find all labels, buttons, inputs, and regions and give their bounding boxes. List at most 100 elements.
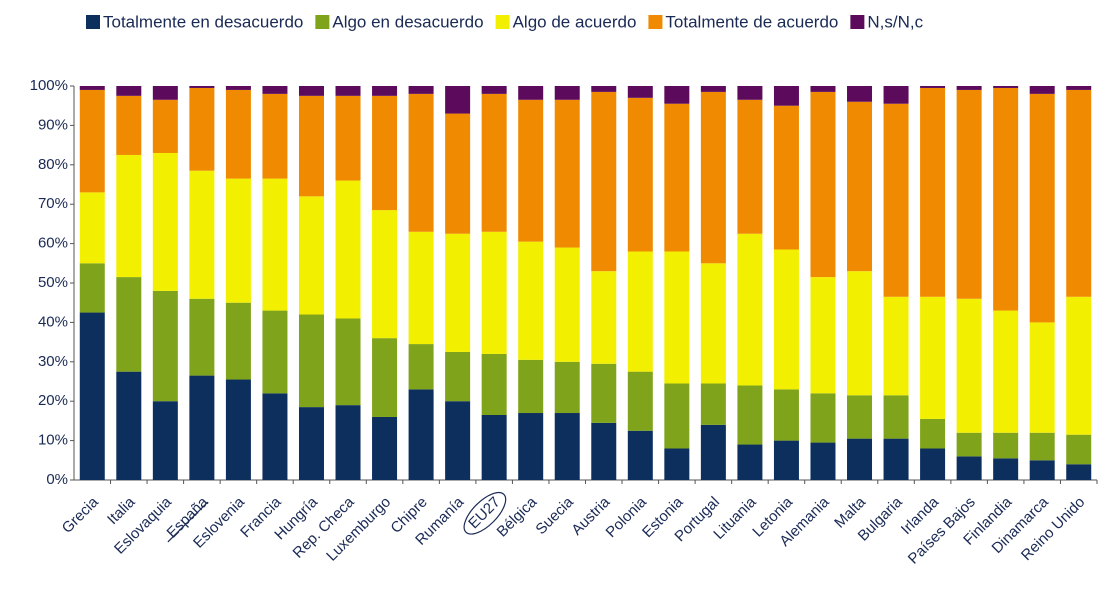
bar-segment: [920, 86, 946, 88]
bar-segment: [152, 86, 178, 100]
bar-segment: [189, 170, 215, 299]
bar-segment: [591, 86, 617, 92]
legend-swatch: [648, 15, 663, 29]
bar-segment: [810, 277, 836, 394]
bar-segment: [737, 444, 763, 480]
bar-segment: [993, 310, 1019, 433]
bar-segment: [920, 87, 946, 297]
bar-segment: [189, 298, 215, 376]
legend-swatch: [495, 15, 510, 29]
bar-segment: [225, 302, 251, 380]
bar-segment: [518, 413, 544, 480]
y-tick-label: 50%: [38, 274, 68, 291]
y-tick-label: 30%: [38, 353, 68, 370]
bar-segment: [773, 389, 799, 441]
bar-segment: [445, 86, 471, 114]
y-tick-label: 0%: [46, 471, 68, 488]
bar-segment: [518, 241, 544, 360]
bar-segment: [700, 424, 726, 480]
bar-segment: [152, 152, 178, 291]
bar-segment: [116, 154, 142, 278]
bar-segment: [956, 86, 982, 90]
bar-segment: [956, 456, 982, 480]
bar-segment: [920, 418, 946, 449]
bar-segment: [847, 395, 873, 439]
bar-segment: [116, 95, 142, 155]
bar-segment: [372, 416, 398, 480]
bar-segment: [372, 338, 398, 417]
bar-segment: [773, 86, 799, 106]
bar-segment: [298, 314, 324, 408]
bar-segment: [810, 91, 836, 278]
bar-segment: [627, 430, 653, 480]
y-tick-label: 80%: [38, 156, 68, 173]
bar-segment: [554, 247, 580, 362]
bar-segment: [372, 95, 398, 211]
bar-segment: [737, 385, 763, 445]
bar-segment: [79, 89, 105, 193]
bar-segment: [79, 86, 105, 90]
bar-segment: [737, 233, 763, 386]
bar-segment: [408, 93, 434, 232]
legend-label: Totalmente en desacuerdo: [103, 12, 303, 31]
bar-segment: [664, 383, 690, 449]
bar-segment: [883, 103, 909, 297]
bar-segment: [554, 413, 580, 480]
legend-swatch: [86, 15, 100, 29]
bar-segment: [225, 178, 251, 303]
bar-segment: [920, 448, 946, 480]
bar-segment: [1029, 460, 1055, 480]
legend-label: Algo de acuerdo: [513, 12, 637, 31]
bar-segment: [79, 312, 105, 480]
bar-segment: [79, 263, 105, 313]
y-tick-label: 20%: [38, 392, 68, 409]
bar-segment: [298, 95, 324, 197]
bar-segment: [518, 86, 544, 100]
bar-segment: [262, 93, 288, 179]
bar-segment: [773, 249, 799, 390]
bar-segment: [664, 86, 690, 104]
bar-segment: [847, 101, 873, 272]
bar-segment: [554, 361, 580, 414]
bar-segment: [408, 344, 434, 390]
bar-segment: [664, 103, 690, 252]
bar-segment: [664, 251, 690, 384]
bar-segment: [408, 231, 434, 345]
bar-segment: [189, 87, 215, 171]
bar-segment: [152, 99, 178, 153]
legend-swatch: [315, 15, 330, 29]
y-tick-label: 90%: [38, 116, 68, 133]
bar-segment: [481, 414, 507, 480]
bar-segment: [737, 99, 763, 234]
bar-segment: [737, 86, 763, 100]
bar-segment: [810, 393, 836, 443]
bar-segment: [225, 86, 251, 90]
bar-segment: [1029, 432, 1055, 461]
bar-segment: [335, 86, 361, 96]
bar-segment: [627, 251, 653, 372]
bar-segment: [883, 86, 909, 104]
bar-segment: [627, 97, 653, 252]
bar-segment: [810, 86, 836, 92]
bar-segment: [262, 310, 288, 394]
bar-segment: [591, 271, 617, 364]
bar-segment: [445, 113, 471, 234]
bar-segment: [481, 93, 507, 232]
bar-segment: [1029, 86, 1055, 94]
bar-segment: [481, 353, 507, 415]
bar-segment: [773, 440, 799, 480]
x-tick-label: Suecia: [532, 493, 577, 538]
bar-segment: [1066, 434, 1092, 465]
bar-segment: [335, 180, 361, 319]
bar-segment: [408, 389, 434, 480]
bar-segment: [445, 233, 471, 352]
bar-segment: [335, 95, 361, 181]
bar-segment: [773, 105, 799, 250]
bar-segment: [189, 86, 215, 88]
bar-segment: [481, 231, 507, 354]
underline: [167, 501, 209, 543]
bar-segment: [262, 178, 288, 311]
bar-segment: [883, 395, 909, 439]
bar-segment: [445, 401, 471, 480]
